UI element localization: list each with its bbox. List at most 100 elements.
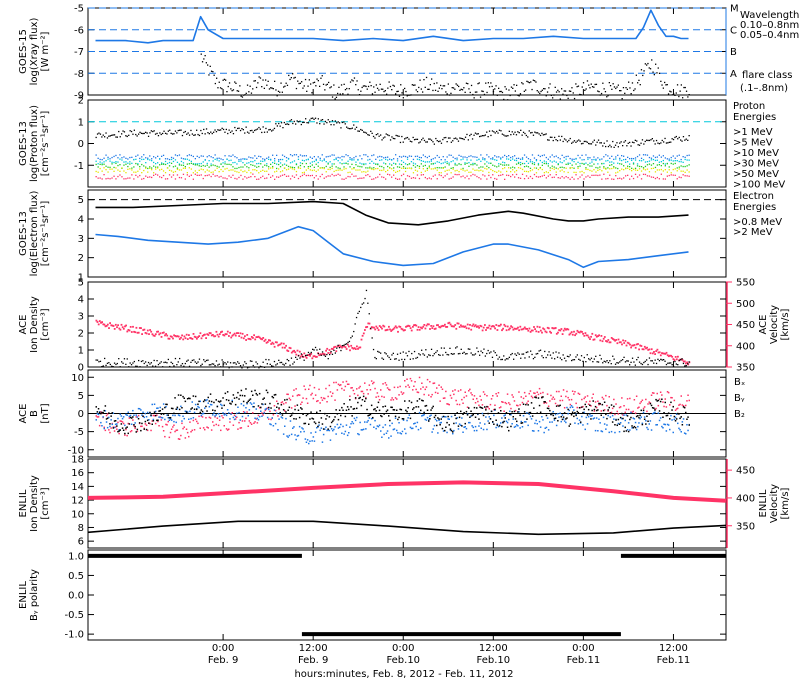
ace-density-points-pt xyxy=(497,358,498,359)
y-tick-label: 2 xyxy=(78,329,84,340)
proton-points-0-pt xyxy=(421,139,422,140)
proton-points-4-pt xyxy=(637,170,638,171)
ace-b-points-2-pt xyxy=(602,397,604,399)
proton-points-3-pt xyxy=(149,166,150,167)
ace-b-points-0-pt xyxy=(589,405,591,407)
proton-points-5-pt xyxy=(113,176,114,177)
flare-level-label: M xyxy=(730,4,739,15)
ace-velocity-points-pt xyxy=(335,350,337,352)
ace-b-points-2-pt xyxy=(561,396,563,398)
proton-points-1-pt xyxy=(516,158,517,159)
proton-points-5-pt xyxy=(256,179,257,180)
proton-points-1-pt xyxy=(546,157,547,158)
ace-b-points-1-pt xyxy=(419,412,421,414)
proton-points-4-pt xyxy=(534,167,535,168)
ace-b-points-2-pt xyxy=(354,393,356,395)
proton-points-1-pt xyxy=(453,157,454,158)
ace-b-points-1-pt xyxy=(604,423,606,425)
ace-b-points-2-pt xyxy=(555,403,557,405)
proton-points-4-pt xyxy=(528,171,529,172)
proton-points-0-pt xyxy=(205,133,206,134)
ace-b-points-2-pt xyxy=(547,393,549,395)
ace-b-points-0-pt xyxy=(639,415,641,417)
ace-b-points-0-pt xyxy=(551,413,553,415)
ace-velocity-points-pt xyxy=(475,324,477,326)
ace-density-points-pt xyxy=(663,359,664,360)
proton-points-4-pt xyxy=(464,170,465,171)
proton-points-4-pt xyxy=(651,168,652,169)
proton-points-3 xyxy=(96,163,690,170)
ace-b-points-2-pt xyxy=(453,394,455,396)
proton-points-1-pt xyxy=(189,154,190,155)
ace-b-points-0-pt xyxy=(148,423,150,425)
proton-points-4-pt xyxy=(246,172,247,173)
proton-points-3-pt xyxy=(595,167,596,168)
proton-points-0-pt xyxy=(567,141,568,142)
proton-points-2-pt xyxy=(687,159,688,160)
xray-short-points-pt xyxy=(592,86,593,87)
ace-b-points-2-pt xyxy=(540,393,542,395)
ace-b-points-0-pt xyxy=(441,418,443,420)
proton-points-3-pt xyxy=(98,166,99,167)
proton-points-0-pt xyxy=(496,131,497,132)
ace-b-points-2-pt xyxy=(241,427,243,429)
proton-points-4-pt xyxy=(510,171,511,172)
ace-velocity-points-pt xyxy=(623,342,625,344)
proton-points-4-pt xyxy=(562,169,563,170)
ace-b-points-0-pt xyxy=(444,430,446,432)
proton-points-3-pt xyxy=(417,165,418,166)
proton-points-3-pt xyxy=(423,166,424,167)
proton-points-3-pt xyxy=(558,164,559,165)
ace-density-points-pt xyxy=(686,365,687,366)
ace-b-points-1-pt xyxy=(587,423,589,425)
proton-points-1-pt xyxy=(149,155,150,156)
proton-points-5-pt xyxy=(510,176,511,177)
proton-points-2-pt xyxy=(232,162,233,163)
proton-points-3-pt xyxy=(683,166,684,167)
ace-velocity-points-pt xyxy=(634,344,636,346)
proton-points-1-pt xyxy=(153,156,154,157)
ace-density-points-pt xyxy=(591,358,592,359)
proton-points-1-pt xyxy=(113,156,114,157)
ace-velocity-points-pt xyxy=(374,329,376,331)
xray-short-points-pt xyxy=(557,90,558,91)
proton-points-3-pt xyxy=(673,164,674,165)
ace-b-points-1-pt xyxy=(365,428,367,430)
proton-points-2-pt xyxy=(338,160,339,161)
xray-short-points-pt xyxy=(289,79,290,80)
ace-velocity-points-pt xyxy=(245,339,247,341)
ace-b-points-2-pt xyxy=(373,382,375,384)
proton-points-0-pt xyxy=(148,136,149,137)
proton-points-4-pt xyxy=(423,168,424,169)
y-tick-label: 0 xyxy=(78,409,84,420)
ace-b-points-1-pt xyxy=(525,421,527,423)
ace-b-points-2-pt xyxy=(665,398,667,400)
xray-short-points-pt xyxy=(475,92,476,93)
ace-velocity-points-pt xyxy=(294,351,296,353)
ace-density-points-pt xyxy=(108,362,109,363)
xray-short-points-pt xyxy=(611,89,612,90)
ace-b-points-0-pt xyxy=(457,412,459,414)
ace-b-points-1-pt xyxy=(235,416,237,418)
proton-points-1-pt xyxy=(187,155,188,156)
proton-points-3-pt xyxy=(153,166,154,167)
ace-b-points-2-pt xyxy=(232,412,234,414)
xray-short-points-pt xyxy=(685,87,686,88)
proton-points-5-pt xyxy=(488,175,489,176)
proton-points-3-pt xyxy=(453,167,454,168)
ace-b-points-2-pt xyxy=(217,418,219,420)
proton-points-4-pt xyxy=(250,172,251,173)
xray-short-points-pt xyxy=(405,91,406,92)
ace-velocity-points-pt xyxy=(654,353,656,355)
y2-tick-label: 550 xyxy=(736,278,755,289)
ace-density-points-pt xyxy=(425,349,426,350)
proton-points-3-pt xyxy=(115,163,116,164)
proton-points-2-pt xyxy=(246,163,247,164)
ace-b-points-1-pt xyxy=(293,426,295,428)
ace-b-points-1-pt xyxy=(329,430,331,432)
proton-points-1-pt xyxy=(639,154,640,155)
xray-short-points-pt xyxy=(616,86,617,87)
ace-b-points-0-pt xyxy=(642,424,644,426)
proton-points-4-pt xyxy=(468,172,469,173)
xray-short-points-pt xyxy=(456,83,457,84)
